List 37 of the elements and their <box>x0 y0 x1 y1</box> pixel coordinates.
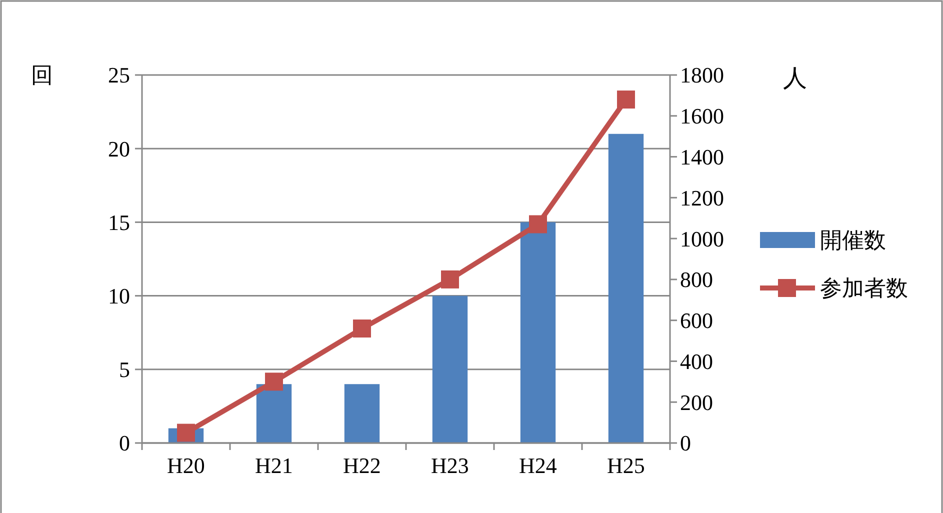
point <box>265 372 283 391</box>
x-tick-label: H23 <box>431 453 469 478</box>
y2-tick-label: 0 <box>680 430 691 456</box>
y2-tick-label: 600 <box>680 308 713 334</box>
legend-label: 開催数 <box>820 228 886 253</box>
y2-tick-label: 1000 <box>680 226 724 252</box>
y-tick-label: 20 <box>108 136 130 162</box>
y-tick-label: 15 <box>108 210 130 235</box>
x-tick-label: H22 <box>343 453 381 478</box>
y2-tick-label: 1800 <box>680 62 724 88</box>
bar <box>344 384 380 443</box>
y2-tick-label: 1400 <box>680 144 724 170</box>
y-tick-label: 0 <box>119 430 130 456</box>
y2-axis-title: 人 <box>783 66 807 92</box>
y2-tick-label: 400 <box>680 348 713 374</box>
point <box>177 424 195 442</box>
y-tick-label: 25 <box>108 62 130 88</box>
bar <box>520 222 556 443</box>
point <box>617 90 635 109</box>
x-tick-label: H20 <box>167 453 205 478</box>
x-tick-label: H21 <box>255 453 293 478</box>
bar <box>608 134 644 443</box>
x-tick-label: H24 <box>519 453 557 478</box>
y2-tick-label: 1200 <box>680 185 724 210</box>
legend-label: 参加者数 <box>820 276 908 301</box>
bar <box>432 296 468 443</box>
y-axis-title: 回 <box>31 62 53 88</box>
point <box>441 270 459 288</box>
bar <box>256 384 292 443</box>
point <box>529 215 547 234</box>
point <box>353 320 371 338</box>
y-tick-label: 5 <box>119 357 130 382</box>
y2-tick-label: 200 <box>680 390 713 415</box>
x-tick-label: H25 <box>607 453 645 478</box>
y2-tick-label: 1600 <box>680 104 724 129</box>
y2-tick-label: 800 <box>680 267 713 292</box>
y-tick-label: 10 <box>108 284 130 308</box>
